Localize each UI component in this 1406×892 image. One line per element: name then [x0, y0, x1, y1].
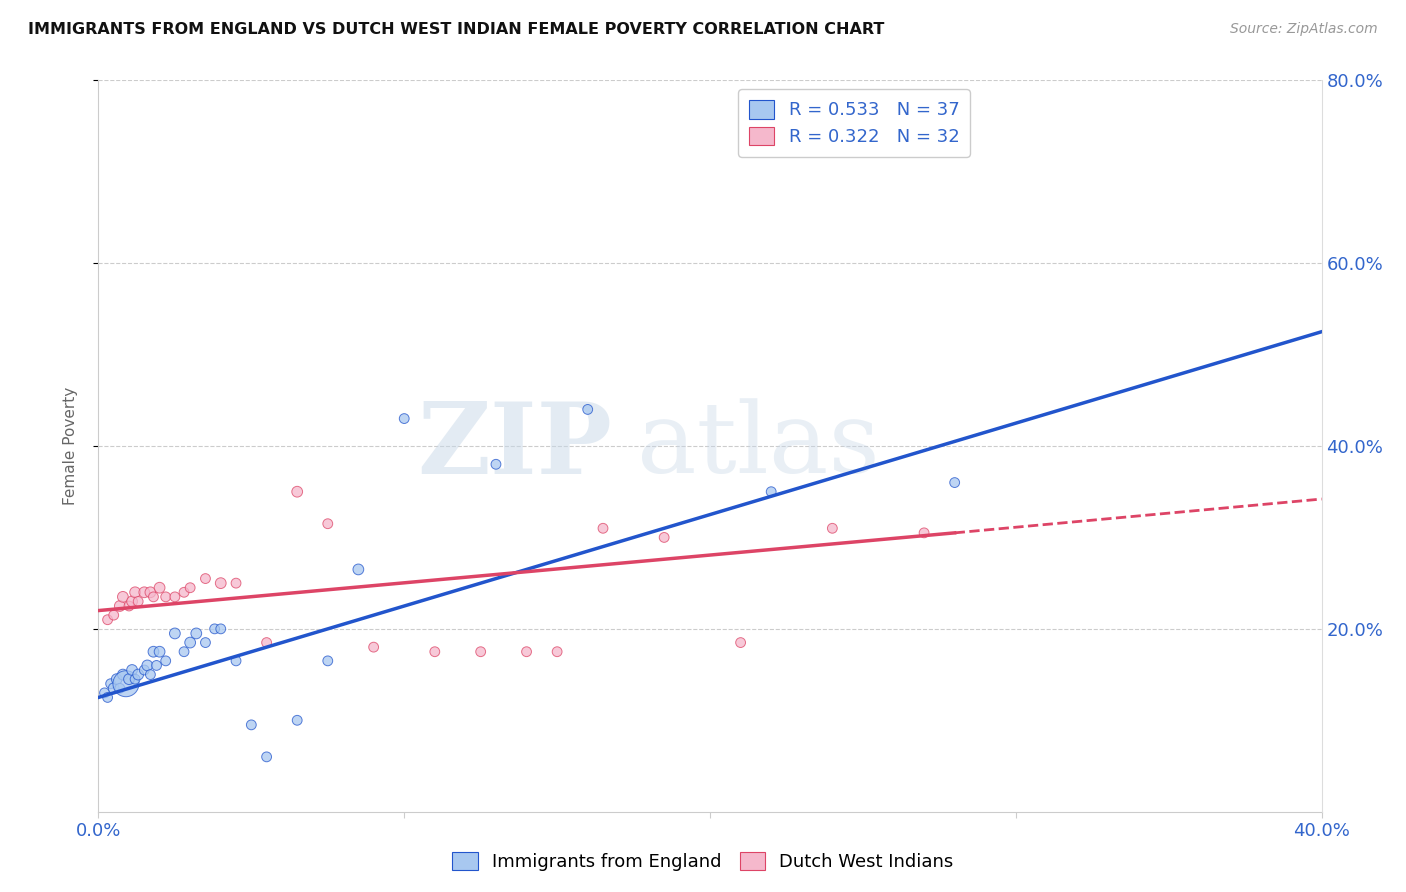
Point: [149, 581, 172, 595]
Point: [821, 521, 844, 535]
Point: [118, 672, 141, 686]
Point: [142, 645, 165, 659]
Point: [652, 530, 675, 544]
Point: [108, 599, 131, 613]
Point: [97, 613, 120, 627]
Point: [173, 585, 195, 599]
Point: [127, 594, 149, 608]
Point: [103, 681, 125, 696]
Point: [115, 676, 138, 690]
Text: IMMIGRANTS FROM ENGLAND VS DUTCH WEST INDIAN FEMALE POVERTY CORRELATION CHART: IMMIGRANTS FROM ENGLAND VS DUTCH WEST IN…: [28, 22, 884, 37]
Point: [316, 654, 339, 668]
Point: [173, 645, 195, 659]
Legend: R = 0.533   N = 37, R = 0.322   N = 32: R = 0.533 N = 37, R = 0.322 N = 32: [738, 89, 970, 157]
Point: [423, 645, 446, 659]
Text: Source: ZipAtlas.com: Source: ZipAtlas.com: [1230, 22, 1378, 37]
Point: [163, 626, 186, 640]
Point: [121, 663, 143, 677]
Point: [194, 635, 217, 649]
Point: [912, 525, 935, 540]
Point: [139, 585, 162, 599]
Point: [225, 654, 247, 668]
Point: [97, 690, 120, 705]
Point: [108, 681, 131, 696]
Point: [240, 718, 263, 732]
Point: [485, 458, 508, 472]
Point: [392, 411, 416, 425]
Point: [256, 635, 278, 649]
Point: [103, 608, 125, 623]
Legend: Immigrants from England, Dutch West Indians: Immigrants from England, Dutch West Indi…: [446, 845, 960, 879]
Point: [186, 626, 208, 640]
Point: [145, 658, 167, 673]
Point: [127, 667, 149, 681]
Point: [134, 585, 156, 599]
Point: [179, 635, 201, 649]
Point: [121, 594, 143, 608]
Point: [100, 676, 122, 690]
Point: [163, 590, 186, 604]
Point: [759, 484, 782, 499]
Point: [285, 714, 308, 728]
Text: atlas: atlas: [637, 398, 879, 494]
Point: [347, 562, 370, 576]
Point: [155, 590, 177, 604]
Point: [516, 645, 538, 659]
Point: [546, 645, 568, 659]
Point: [179, 581, 201, 595]
Point: [225, 576, 247, 591]
Point: [149, 645, 172, 659]
Point: [285, 484, 308, 499]
Point: [111, 590, 134, 604]
Point: [363, 640, 385, 655]
Point: [204, 622, 226, 636]
Text: ZIP: ZIP: [418, 398, 612, 494]
Point: [118, 599, 141, 613]
Point: [155, 654, 177, 668]
Point: [209, 576, 232, 591]
Point: [592, 521, 614, 535]
Point: [256, 749, 278, 764]
Point: [124, 672, 146, 686]
Point: [111, 667, 134, 681]
Point: [209, 622, 232, 636]
Point: [943, 475, 966, 490]
Point: [142, 590, 165, 604]
Point: [139, 667, 162, 681]
Point: [576, 402, 599, 417]
Point: [136, 658, 159, 673]
Point: [194, 572, 217, 586]
Point: [105, 672, 128, 686]
Point: [730, 635, 752, 649]
Point: [470, 645, 492, 659]
Point: [93, 686, 115, 700]
Y-axis label: Female Poverty: Female Poverty: [63, 387, 77, 505]
Point: [134, 663, 156, 677]
Point: [124, 585, 146, 599]
Point: [316, 516, 339, 531]
